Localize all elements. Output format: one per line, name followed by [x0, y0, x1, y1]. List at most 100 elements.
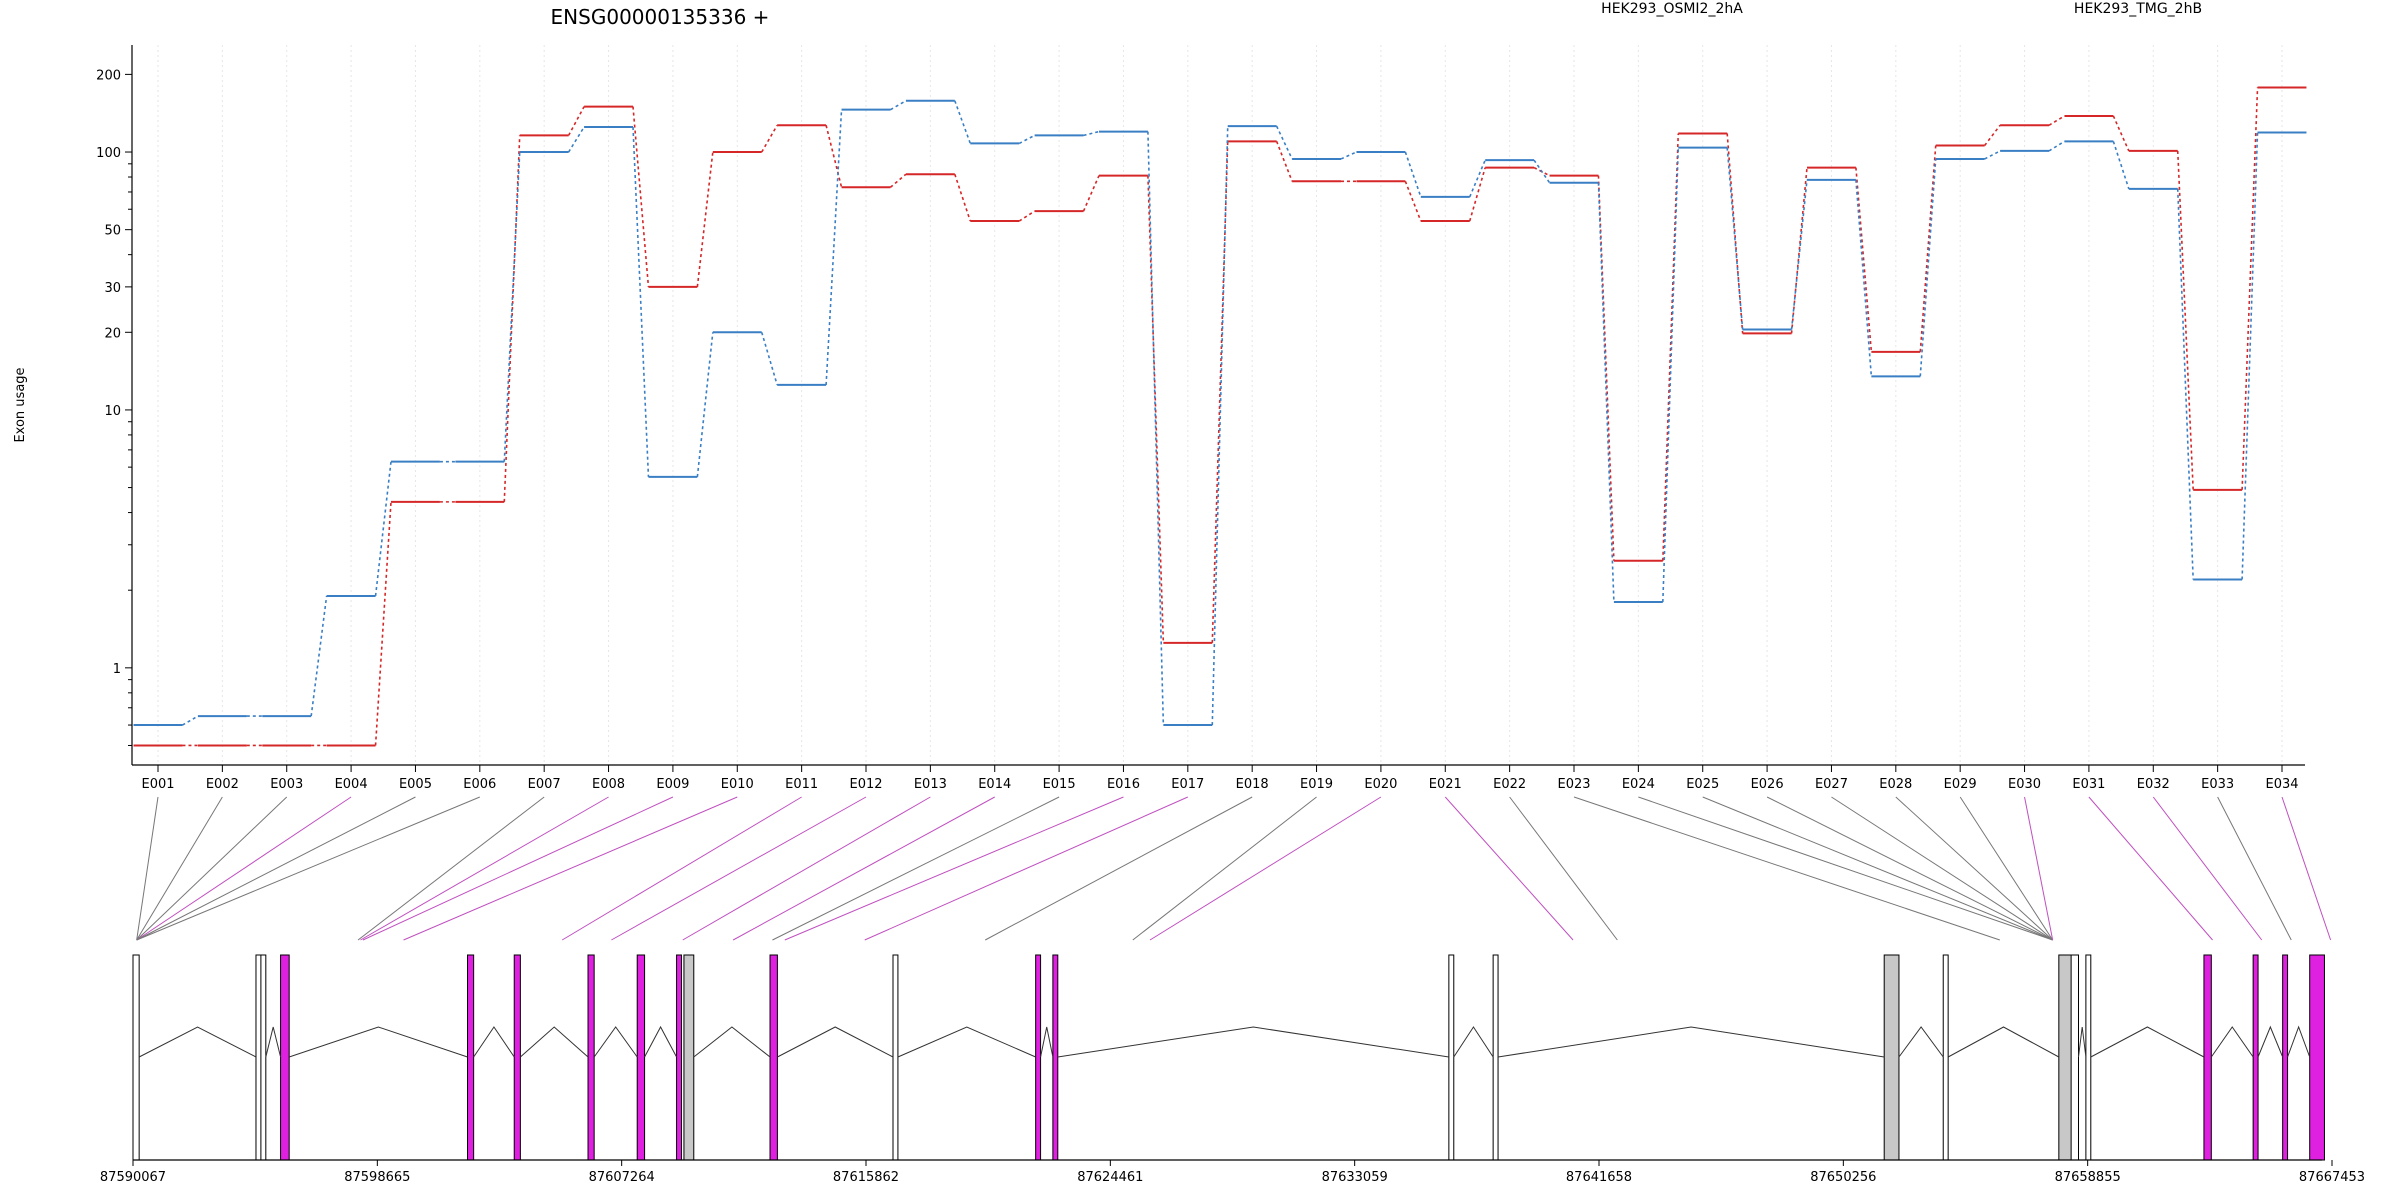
- exon-block: [676, 954, 682, 1161]
- connector-line: [1444, 796, 1574, 941]
- connector-line: [357, 796, 545, 941]
- x-tick-label: E019: [1300, 777, 1333, 792]
- x-tick-label: E003: [270, 777, 303, 792]
- intron-line: [138, 1026, 257, 1058]
- connector-segment: [825, 125, 843, 188]
- exon-block: [1052, 954, 1059, 1161]
- connector-segment: [503, 151, 521, 462]
- connector-segment: [2241, 132, 2259, 580]
- exon-block: [513, 954, 521, 1161]
- intron-line: [644, 1025, 678, 1058]
- y-tick-label: 20: [104, 326, 121, 341]
- y-tick-label: 50: [104, 224, 121, 239]
- connector-segment: [2241, 87, 2259, 490]
- intron-line: [1947, 1026, 2060, 1058]
- connector-segment: [1018, 134, 1036, 145]
- connector-line: [864, 796, 1189, 941]
- exon-block: [683, 954, 695, 1161]
- connector-segment: [1468, 167, 1486, 222]
- connector-segment: [2112, 141, 2130, 190]
- connector-segment: [1919, 145, 1937, 352]
- x-tick-label: E002: [206, 777, 239, 792]
- exon-block: [132, 954, 140, 1161]
- connector-segment: [1855, 179, 1873, 377]
- connector-line: [772, 796, 1060, 941]
- connector-segment: [1211, 126, 1229, 726]
- legend-series-1: HEK293_OSMI2_2hA: [1601, 1, 1743, 17]
- connector-line: [136, 796, 481, 941]
- connector-segment: [2176, 188, 2194, 580]
- connector-line: [2281, 796, 2332, 941]
- x-tick-label: E029: [1944, 777, 1977, 792]
- x-tick-label: E025: [1686, 777, 1719, 792]
- connector-segment: [954, 100, 972, 144]
- connector-segment: [1984, 124, 2001, 146]
- connector-line: [611, 796, 867, 941]
- x-tick-label: E010: [721, 777, 754, 792]
- x-tick-label: E032: [2137, 777, 2170, 792]
- connector-segment: [1082, 175, 1100, 212]
- chart-title: ENSG00000135336 +: [551, 5, 770, 29]
- exon-block: [587, 954, 595, 1161]
- series-2: [133, 99, 2307, 727]
- connector-segment: [1147, 131, 1165, 726]
- series-layer: [133, 86, 2307, 747]
- exon-connector-lines: [136, 796, 2332, 941]
- connector-line: [1959, 796, 2054, 941]
- x-axis: E001 E002 E003 E004 E005 E006 E007 E008 E009 E010…: [132, 764, 2305, 792]
- connector-line: [1895, 796, 2054, 941]
- connector-segment: [825, 109, 843, 385]
- connector-segment: [2176, 150, 2194, 490]
- connector-line: [2024, 796, 2054, 941]
- connector-segment: [567, 126, 585, 153]
- y-tick-label: 10: [104, 404, 121, 419]
- connector-segment: [1597, 182, 1615, 603]
- intron-line: [897, 1026, 1036, 1058]
- exon-block: [1448, 954, 1455, 1161]
- coord-tick-label: 87590067: [100, 1170, 166, 1185]
- intron-line: [289, 1026, 468, 1058]
- exon-block: [892, 954, 899, 1161]
- intron-line: [1898, 1026, 1944, 1058]
- coord-tick-label: 87658855: [2055, 1170, 2121, 1185]
- intron-line: [2078, 1026, 2087, 1058]
- connector-segment: [1597, 175, 1615, 561]
- x-tick-label: E008: [592, 777, 625, 792]
- exon-block: [1035, 954, 1042, 1161]
- connector-line: [1573, 796, 2000, 941]
- exon-block: [2282, 954, 2289, 1161]
- x-tick-label: E014: [978, 777, 1011, 792]
- intron-line: [593, 1026, 638, 1058]
- connector-segment: [954, 174, 972, 222]
- exon-block: [2203, 954, 2212, 1161]
- connector-line: [2217, 796, 2292, 941]
- connector-line: [362, 796, 674, 941]
- coord-tick-label: 87624461: [1077, 1170, 1143, 1185]
- x-tick-label: E021: [1429, 777, 1462, 792]
- connector-segment: [632, 126, 650, 477]
- connector-line: [561, 796, 802, 941]
- coord-tick-label: 87633059: [1322, 1170, 1388, 1185]
- x-tick-label: E004: [335, 777, 368, 792]
- connector-line: [360, 796, 609, 941]
- x-tick-label: E033: [2201, 777, 2234, 792]
- gene-model-track: [132, 954, 2325, 1161]
- intron-line: [520, 1026, 589, 1058]
- connector-segment: [1275, 141, 1293, 182]
- connector-line: [1149, 796, 1382, 941]
- x-tick-label: E001: [141, 777, 174, 792]
- x-tick-label: E017: [1171, 777, 1204, 792]
- intron-line: [1040, 1026, 1054, 1058]
- intron-line: [1057, 1026, 1449, 1058]
- connector-segment: [760, 332, 778, 386]
- x-tick-label: E006: [463, 777, 496, 792]
- x-tick-label: E009: [656, 777, 689, 792]
- y-tick-label: 200: [96, 68, 121, 83]
- exon-block: [2309, 954, 2325, 1161]
- connector-line: [136, 796, 223, 941]
- exon-block: [2070, 954, 2080, 1161]
- coord-tick-label: 87598665: [344, 1170, 410, 1185]
- y-tick-label: 30: [104, 281, 121, 296]
- y-tick-label: 100: [96, 146, 121, 161]
- grid-lines: [157, 45, 2283, 765]
